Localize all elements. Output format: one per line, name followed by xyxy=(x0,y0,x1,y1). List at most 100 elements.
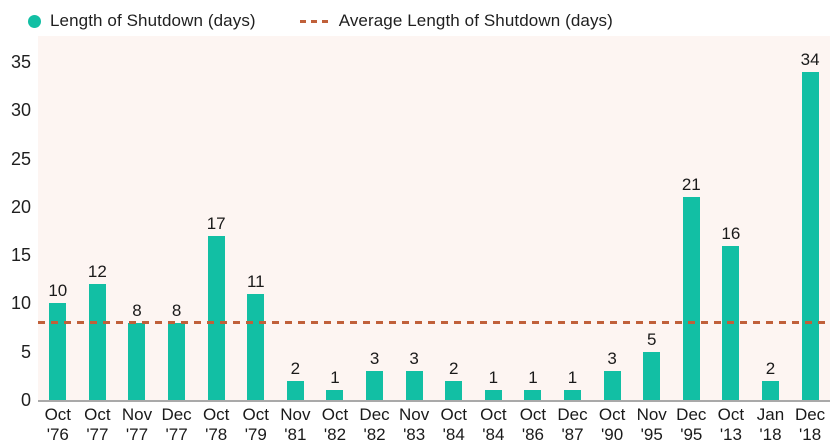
x-tick-label: Dec '18 xyxy=(790,402,830,445)
average-line xyxy=(38,320,830,324)
bar xyxy=(801,71,819,400)
bar-value-label: 12 xyxy=(87,262,107,282)
x-tick-month: Nov xyxy=(399,405,430,424)
bar xyxy=(207,235,225,400)
bar xyxy=(564,390,582,400)
bar-value-label: 1 xyxy=(330,368,340,388)
bar-value-label: 1 xyxy=(528,368,538,388)
legend-dashed-line-icon xyxy=(299,19,330,23)
bar-value-label: 2 xyxy=(765,358,776,378)
bar xyxy=(366,371,384,400)
x-tick-year: '84 xyxy=(442,425,465,444)
bar xyxy=(405,371,423,400)
x-tick-year: '13 xyxy=(719,425,742,444)
y-tick-label: 25 xyxy=(10,148,31,169)
plot-wrapper: 0 5 10 15 20 25 30 35 10 12 8 8 17 11 2 1 3 3 2 1 1 1 3 5 21 16 2… xyxy=(0,36,830,445)
x-tick-label: Oct '13 xyxy=(711,402,751,445)
bar-slot: 34 xyxy=(790,36,830,400)
y-tick-label: 35 xyxy=(10,52,31,73)
x-tick-year: '95 xyxy=(680,425,703,444)
bar xyxy=(682,197,700,400)
bar-slot: 2 xyxy=(276,36,316,400)
bar-slot: 1 xyxy=(513,36,553,400)
x-tick-label: Nov '81 xyxy=(276,402,316,445)
bar-slot: 16 xyxy=(711,36,751,400)
bar xyxy=(484,390,502,400)
plot-column: 10 12 8 8 17 11 2 1 3 3 2 1 1 1 3 5 21 16 2 34 Oct '76 Oct '77… xyxy=(38,36,830,445)
x-tick-year: '87 xyxy=(561,425,584,444)
bar xyxy=(88,284,106,400)
x-tick-label: Oct '77 xyxy=(78,402,118,445)
x-tick-label: Jan '18 xyxy=(751,402,791,445)
x-tick-month: Oct xyxy=(717,405,745,424)
y-tick-label: 0 xyxy=(20,390,31,410)
x-tick-label: Oct '79 xyxy=(236,402,276,445)
x-tick-month: Dec xyxy=(557,405,588,424)
bar xyxy=(128,322,146,400)
legend-item-shutdown-length: Length of Shutdown (days) xyxy=(28,11,256,31)
bar xyxy=(761,380,779,400)
bar-slot: 10 xyxy=(38,36,78,400)
x-tick-label: Dec '82 xyxy=(355,402,395,445)
bar-value-label: 1 xyxy=(567,368,578,388)
x-tick-label: Dec '87 xyxy=(553,402,593,445)
x-tick-label: Oct '86 xyxy=(513,402,553,445)
x-tick-year: '77 xyxy=(165,425,188,444)
x-tick-year: '76 xyxy=(46,425,69,444)
x-tick-month: Dec xyxy=(161,405,192,424)
bar-value-label: 8 xyxy=(132,300,142,320)
x-tick-month: Jan xyxy=(756,405,785,424)
bar xyxy=(445,380,463,400)
y-axis: 0 5 10 15 20 25 30 35 xyxy=(0,36,38,445)
x-tick-month: Nov xyxy=(636,405,667,424)
bar xyxy=(286,380,304,400)
bar xyxy=(49,303,67,400)
bar-slot: 1 xyxy=(553,36,593,400)
x-tick-month: Dec xyxy=(676,405,707,424)
x-tick-year: '82 xyxy=(363,425,386,444)
x-tick-year: '86 xyxy=(521,425,544,444)
x-tick-month: Oct xyxy=(321,405,349,424)
x-tick-month: Oct xyxy=(44,405,72,424)
x-tick-month: Oct xyxy=(440,405,467,424)
bar-value-label: 1 xyxy=(488,368,499,388)
x-tick-label: Oct '82 xyxy=(315,402,355,445)
x-tick-month: Nov xyxy=(121,405,153,424)
x-tick-month: Oct xyxy=(202,405,230,424)
x-tick-year: '95 xyxy=(640,425,663,444)
x-tick-label: Nov '77 xyxy=(117,402,157,445)
x-tick-label: Oct '78 xyxy=(196,402,236,445)
x-tick-year: '81 xyxy=(284,425,307,444)
bar-slot: 1 xyxy=(474,36,514,400)
legend-label-average: Average Length of Shutdown (days) xyxy=(338,11,613,30)
bar xyxy=(247,293,265,400)
bar-slot: 17 xyxy=(196,36,236,400)
bar-slot: 1 xyxy=(315,36,355,400)
x-tick-month: Dec xyxy=(359,405,390,424)
x-tick-month: Oct xyxy=(84,405,111,424)
bar-value-label: 17 xyxy=(206,213,226,233)
x-tick-month: Oct xyxy=(480,405,507,424)
x-tick-year: '77 xyxy=(86,425,109,444)
bar-slot: 2 xyxy=(751,36,791,400)
x-tick-year: '79 xyxy=(244,425,267,444)
bar-slot: 8 xyxy=(117,36,157,400)
x-tick-label: Dec '77 xyxy=(157,402,197,445)
bar-slot: 11 xyxy=(236,36,276,400)
bar-slot: 12 xyxy=(78,36,118,400)
x-tick-year: '18 xyxy=(759,425,782,444)
x-tick-label: Oct '76 xyxy=(38,402,78,445)
legend-dot-icon xyxy=(28,14,41,28)
x-tick-month: Oct xyxy=(242,405,269,424)
bar-slot: 21 xyxy=(672,36,712,400)
x-tick-year: '90 xyxy=(601,425,624,444)
legend: Length of Shutdown (days) Average Length… xyxy=(28,8,830,34)
bar-value-label: 3 xyxy=(369,349,380,369)
y-tick-label: 20 xyxy=(10,196,31,217)
bar-value-label: 5 xyxy=(646,329,657,349)
plot-area: 10 12 8 8 17 11 2 1 3 3 2 1 1 1 3 5 21 16 2 34 xyxy=(38,36,830,400)
x-tick-year: '78 xyxy=(205,425,228,444)
y-tick-label: 30 xyxy=(10,100,31,121)
x-tick-label: Oct '84 xyxy=(434,402,474,445)
